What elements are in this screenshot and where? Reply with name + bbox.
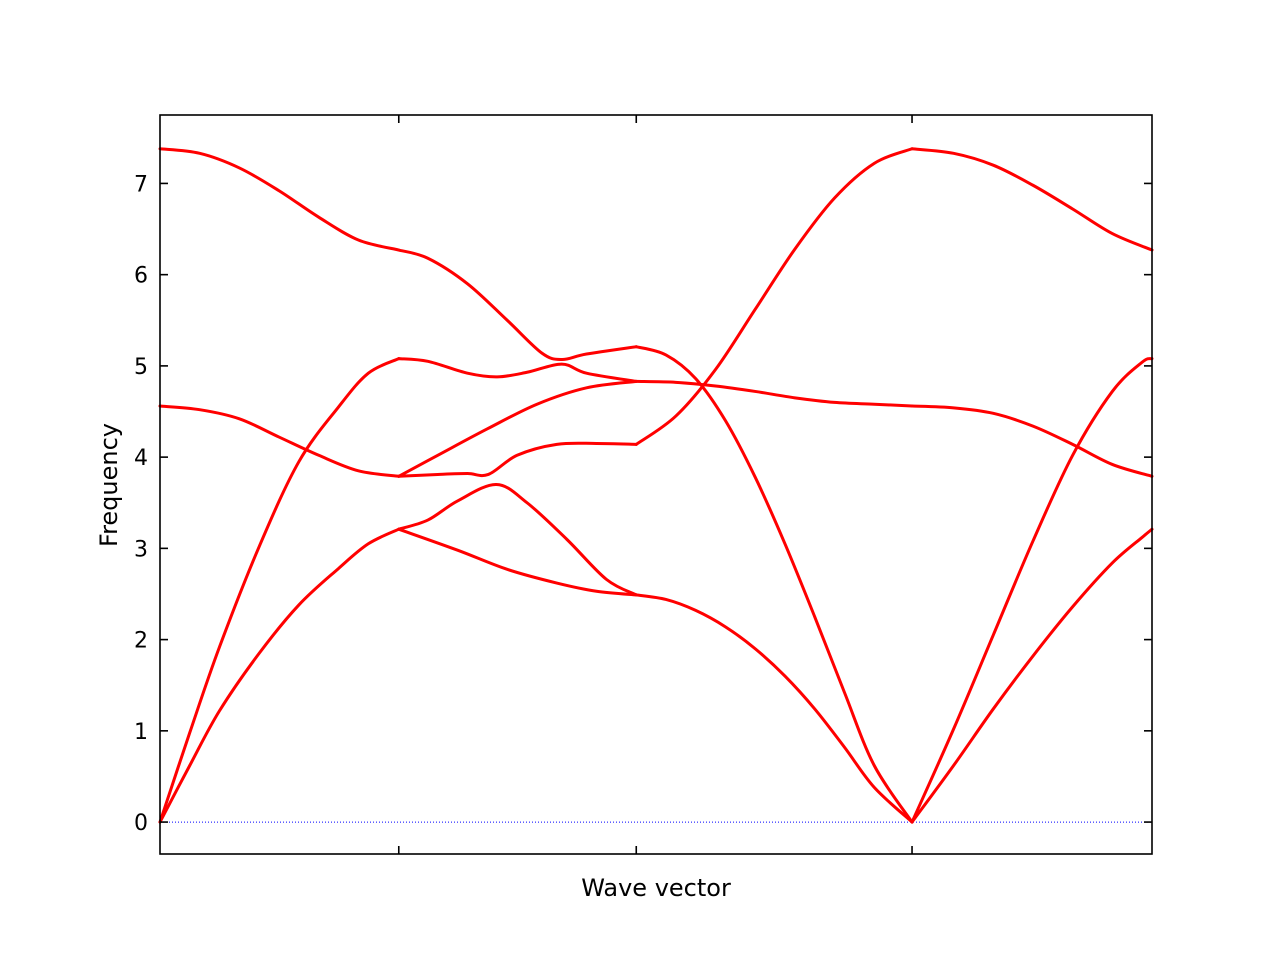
band-line [910,404,1154,478]
y-tick-label: 2 [134,629,148,654]
band-line [910,147,1154,252]
band-line [397,379,638,478]
band-line [397,527,638,597]
band-line [634,345,914,824]
band-line [158,404,401,478]
y-tick-label: 3 [134,537,148,562]
band-line [634,593,914,824]
y-tick-label: 4 [134,446,148,471]
band-line [397,357,638,383]
x-axis-label: Wave vector [581,874,731,902]
y-tick-label: 0 [134,811,148,836]
y-tick-label: 5 [134,355,148,380]
plot-area: 0 1 2 3 4 5 6 7 [134,114,1154,855]
y-tick-label: 6 [134,264,148,289]
band-line [397,482,638,597]
band-line [634,147,914,446]
y-tick-label: 7 [134,172,148,197]
band-line [910,357,1154,824]
band-line [397,441,638,478]
band-line [910,527,1154,824]
band-line [158,527,401,824]
y-tick-label: 1 [134,720,148,745]
band-line [158,357,401,824]
band-line [634,379,914,408]
plot-frame [159,114,1153,855]
band-line [158,147,401,252]
y-axis-label: Frequency [95,423,123,547]
band-line [397,248,638,362]
